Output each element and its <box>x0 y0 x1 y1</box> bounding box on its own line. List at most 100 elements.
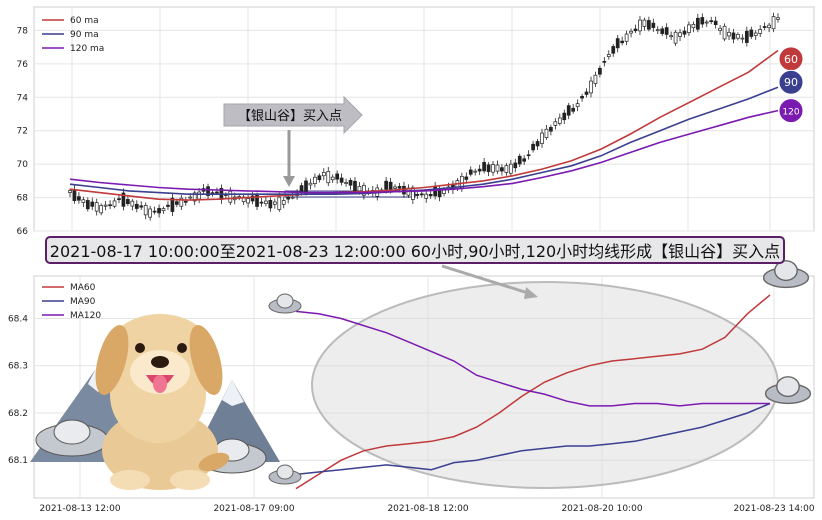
candle-body <box>611 46 616 54</box>
candle-body <box>290 196 295 199</box>
bottom-panel: 68.168.268.368.4 2021-08-13 12:00 2021-08… <box>8 260 815 514</box>
candle-body <box>495 164 500 172</box>
candle-body <box>522 158 527 162</box>
candle-body <box>330 176 335 181</box>
x-tick-label: 2021-08-18 12:00 <box>387 504 468 514</box>
candle-body <box>771 16 776 30</box>
candle-body <box>99 205 104 214</box>
y-tick-label: 74 <box>17 93 29 103</box>
candle-body <box>183 200 188 203</box>
candle-body <box>624 33 629 42</box>
candle-body <box>197 191 201 200</box>
candle-body <box>362 184 366 196</box>
candle-body <box>215 191 219 194</box>
candle-body <box>335 173 340 180</box>
candle-body <box>188 196 193 199</box>
candle-body <box>433 186 437 197</box>
candle-body <box>192 192 197 202</box>
series-line-ma120 <box>295 310 770 407</box>
candle-body <box>767 24 771 29</box>
candle-body <box>473 170 478 173</box>
candle-body <box>228 190 233 203</box>
candle-body <box>402 185 406 195</box>
candle-body <box>482 162 486 172</box>
top-legend: 60 ma 90 ma 120 ma <box>42 16 104 54</box>
candle-body <box>704 21 709 24</box>
annotation-text: 【银山谷】买入点 <box>238 109 342 124</box>
candle-body <box>695 17 700 30</box>
candle-body <box>339 177 344 183</box>
candle-body <box>299 185 304 193</box>
candle-body <box>731 32 736 40</box>
candle-body <box>348 179 353 186</box>
candle-body <box>526 154 531 157</box>
candle-body <box>713 20 718 25</box>
y-tick-label: 68.1 <box>8 456 28 466</box>
candle-body <box>143 205 148 216</box>
candle-body <box>68 190 72 193</box>
candle-body <box>584 91 589 95</box>
mascot-illustration <box>30 314 280 490</box>
ma90-line <box>69 86 779 195</box>
candle-body <box>411 187 415 200</box>
candle-body <box>259 201 264 204</box>
candle-body <box>562 112 567 121</box>
candle-body <box>500 167 504 172</box>
candle-body <box>651 22 656 28</box>
candle-body <box>397 186 402 189</box>
candle-body <box>593 74 598 84</box>
candle-body <box>642 19 647 27</box>
candle-body <box>566 105 571 116</box>
candle-body <box>134 203 139 209</box>
silver-ingot-icon <box>268 293 302 314</box>
candle-body <box>620 40 625 44</box>
candle-body <box>544 128 549 138</box>
candle-body <box>468 169 473 175</box>
candle-body <box>424 193 429 199</box>
candle-body <box>286 196 291 200</box>
candle-body <box>121 192 126 207</box>
pointer-arrow <box>441 264 538 299</box>
y-tick-label: 68.4 <box>8 315 28 325</box>
candle-body <box>94 202 99 212</box>
candle-body <box>250 195 255 202</box>
candle-body <box>281 200 286 205</box>
ma120-line <box>69 109 779 194</box>
y-tick-label: 68 <box>17 194 29 204</box>
candle-body <box>744 30 749 43</box>
candle-body <box>388 181 393 190</box>
candle-body <box>321 171 326 177</box>
candle-body <box>718 27 722 31</box>
candle-body <box>357 185 362 192</box>
candle-body <box>598 67 602 75</box>
candle-body <box>647 20 651 30</box>
highlight-ellipse <box>311 281 779 489</box>
candle-body <box>664 27 669 35</box>
candle-body <box>428 194 433 197</box>
top-ma-lines <box>69 49 779 201</box>
silver-ingot-icon <box>764 376 812 405</box>
candle-body <box>77 196 81 201</box>
candle-body <box>477 168 482 172</box>
candle-body <box>762 26 767 28</box>
candle-body <box>317 175 322 181</box>
candle-body <box>108 204 112 207</box>
y-tick-label: 66 <box>17 227 29 237</box>
x-tick-label: 2021-08-17 09:00 <box>213 504 294 514</box>
candle-body <box>557 117 562 124</box>
candle-body <box>419 193 424 196</box>
ma-badge <box>778 69 804 95</box>
x-tick-label: 2021-08-13 12:00 <box>39 504 120 514</box>
candle-body <box>580 96 584 99</box>
y-tick-label: 70 <box>17 160 29 170</box>
candle-body <box>166 204 170 207</box>
candle-body <box>139 205 144 208</box>
candle-body <box>606 54 611 57</box>
candle-body <box>575 103 580 108</box>
candle-body <box>491 164 495 173</box>
candle-body <box>464 176 469 180</box>
candle-body <box>736 34 740 39</box>
candle-body <box>673 31 678 44</box>
ma-badges: 60 90 120 <box>778 46 804 124</box>
candle-body <box>589 80 593 94</box>
